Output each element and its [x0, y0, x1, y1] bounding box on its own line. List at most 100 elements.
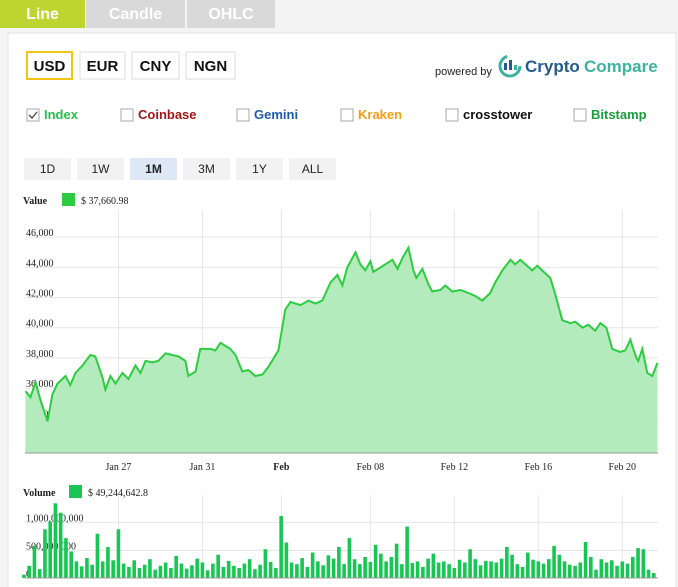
legend-value: $ 49,244,642.8 [88, 488, 148, 499]
checkbox[interactable] [26, 108, 40, 122]
currency-button[interactable] [131, 51, 180, 80]
range-label[interactable]: 1Y [252, 162, 267, 176]
volume-bar [457, 559, 462, 578]
tab[interactable] [0, 0, 85, 28]
currency-label[interactable]: NGN [194, 58, 227, 75]
checkbox[interactable] [445, 108, 459, 122]
exchange-label[interactable]: crosstower [463, 107, 532, 122]
range-label[interactable]: 1M [145, 162, 162, 176]
volume-bar [536, 561, 541, 578]
volume-bar [499, 558, 504, 578]
range-button[interactable] [77, 158, 124, 180]
volume-bar [274, 568, 278, 578]
range-button[interactable] [289, 158, 336, 180]
volume-bar [116, 529, 121, 578]
volume-bar [363, 556, 367, 578]
volume-bar [410, 563, 415, 578]
range-label[interactable]: ALL [302, 162, 324, 176]
tab-label[interactable]: Line [26, 6, 59, 23]
volume-bar [573, 565, 577, 578]
volume-bar [646, 569, 651, 578]
tab[interactable] [86, 0, 185, 28]
volume-bar [43, 529, 47, 578]
volume-bar [552, 545, 556, 578]
volume-bar [447, 564, 451, 578]
tab-label[interactable]: OHLC [208, 6, 254, 23]
volume-bar [578, 562, 583, 578]
volume-bar [431, 553, 436, 578]
range-button[interactable] [183, 158, 230, 180]
volume-bar [384, 561, 388, 578]
volume-bar [158, 565, 163, 578]
currency-label[interactable]: CNY [140, 58, 172, 75]
volume-bar [205, 570, 210, 578]
logo-icon [498, 54, 522, 78]
range-button[interactable] [130, 158, 177, 180]
volume-bar [594, 569, 598, 578]
volume-bar [331, 558, 336, 578]
volume-bar [284, 542, 289, 578]
volume-bar [468, 549, 472, 578]
powered-by: powered by [435, 66, 492, 78]
volume-bar [510, 554, 514, 578]
volume-bar [583, 542, 588, 578]
checkbox[interactable] [573, 108, 587, 122]
currency-label[interactable]: USD [34, 58, 66, 75]
volume-bar [163, 562, 168, 578]
volume-bar [211, 563, 215, 578]
exchange-label[interactable]: Kraken [358, 107, 402, 122]
exchange-label[interactable]: Coinbase [138, 107, 197, 122]
volume-bar [625, 563, 630, 578]
volume-bar [37, 569, 42, 578]
volume-bar [599, 559, 604, 578]
volume-bar [541, 563, 546, 578]
y-axis-title: Value [23, 196, 48, 207]
volume-bar [520, 566, 525, 578]
volume-bar [263, 549, 268, 578]
volume-bar [279, 516, 283, 578]
range-label[interactable]: 3M [198, 162, 215, 176]
currency-button[interactable] [79, 51, 126, 80]
tab[interactable] [187, 0, 275, 28]
volume-bar [405, 526, 409, 578]
volume-bar [127, 566, 131, 578]
volume-bar [316, 561, 320, 578]
checkbox[interactable] [120, 108, 134, 122]
checkbox[interactable] [236, 108, 250, 122]
legend-value: $ 37,660.98 [81, 196, 129, 207]
volume-bar [604, 562, 609, 578]
volume-bar [526, 552, 530, 578]
currency-button[interactable] [26, 51, 73, 80]
volume-bar [484, 560, 488, 578]
volume-bar [121, 563, 126, 578]
exchange-label[interactable]: Bitstamp [591, 107, 647, 122]
currency-label[interactable]: EUR [87, 58, 119, 75]
volume-bar [415, 561, 420, 578]
exchange-label[interactable]: Gemini [254, 107, 298, 122]
volume-bar [352, 559, 357, 578]
tab-label[interactable]: Candle [109, 6, 162, 23]
range-button[interactable] [236, 158, 283, 180]
volume-bar [452, 568, 457, 578]
x-tick-label: Feb 12 [441, 462, 469, 473]
volume-bar [216, 554, 220, 578]
volume-bar [310, 552, 315, 578]
volume-bar [221, 566, 226, 578]
checkmark [28, 111, 38, 119]
volume-bar [342, 564, 346, 578]
currency-button[interactable] [185, 51, 236, 80]
checkbox[interactable] [340, 108, 354, 122]
volume-bar [200, 562, 205, 578]
volume-bar [64, 538, 68, 578]
exchange-label[interactable]: Index [44, 107, 79, 122]
range-label[interactable]: 1D [40, 162, 56, 176]
volume-bar [515, 564, 520, 578]
y-tick-label: 46,000 [26, 228, 54, 239]
volume-bar [557, 554, 562, 578]
range-label[interactable]: 1W [92, 162, 111, 176]
volume-bar [32, 545, 37, 578]
area-fill [25, 247, 658, 453]
range-button[interactable] [24, 158, 71, 180]
y-tick-label: 36,000 [26, 379, 54, 390]
